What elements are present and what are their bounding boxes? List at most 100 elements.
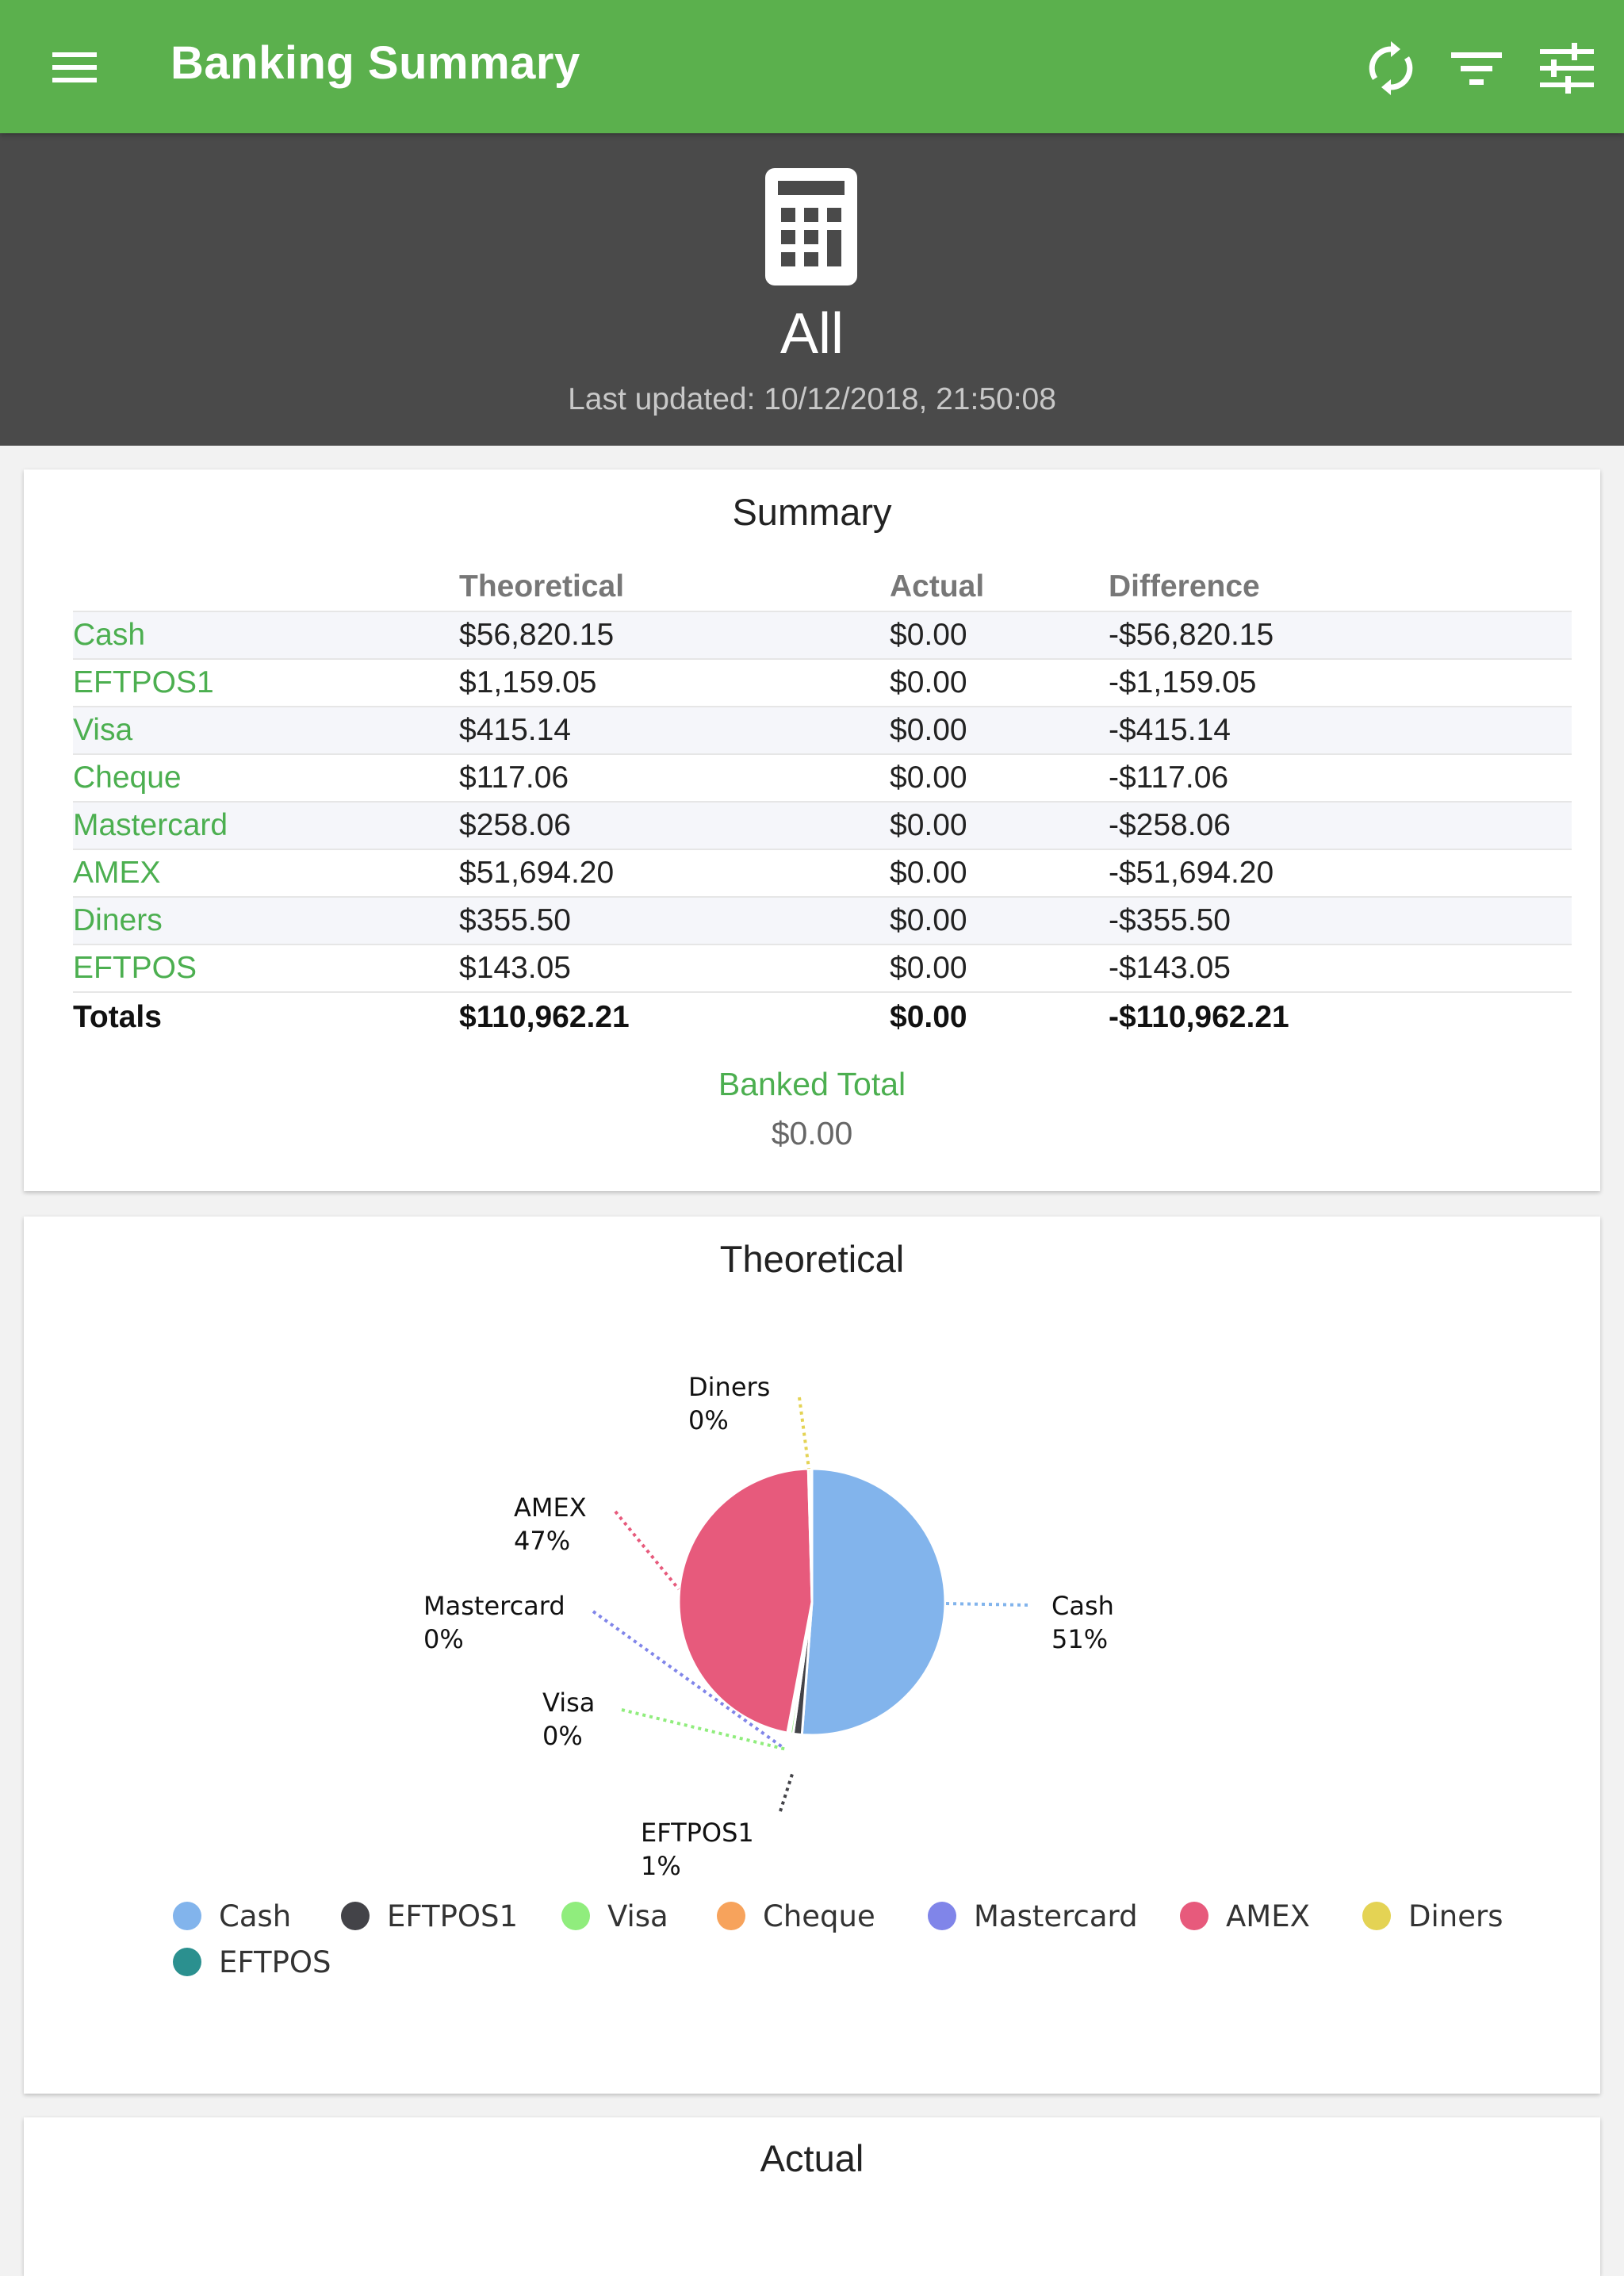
data-label-connector [779,1771,795,1812]
data-label-percent: 1% [641,1851,681,1881]
actual-value: $0.00 [890,659,1109,707]
legend-label: EFTPOS1 [387,1899,518,1933]
row-label: Cheque [73,754,459,803]
data-label-percent: 0% [423,1624,464,1654]
tune-icon [1540,43,1594,94]
legend-marker [173,1902,201,1930]
difference-value: -$51,694.20 [1109,849,1572,898]
table-row: Visa $415.14 $0.00 -$415.14 [73,707,1572,755]
table-row: AMEX $51,694.20 $0.00 -$51,694.20 [73,849,1572,898]
column-header-difference: Difference [1109,563,1572,612]
difference-value: -$56,820.15 [1109,611,1572,660]
legend-label: Mastercard [974,1899,1138,1933]
pie-slice-cash[interactable] [800,1467,947,1737]
filter-button[interactable] [1443,35,1510,102]
tune-button[interactable] [1534,35,1600,102]
difference-value: -$258.06 [1109,802,1572,850]
column-header-actual: Actual [890,563,1109,612]
location-name: All [779,302,844,366]
filter-icon [1451,52,1502,85]
data-label-percent: 47% [514,1526,570,1556]
actual-value: $0.00 [890,897,1109,945]
row-label: EFTPOS [73,945,459,993]
actual-value: $0.00 [890,754,1109,803]
calculator-icon [765,168,857,285]
legend-marker [1362,1902,1391,1930]
row-label: Mastercard [73,802,459,850]
legend-item-amex[interactable]: AMEX [1180,1899,1310,1933]
totals-theoretical: $110,962.21 [459,1000,630,1034]
menu-button[interactable] [41,35,111,98]
difference-value: -$355.50 [1109,897,1572,945]
legend-label: Cash [219,1899,291,1933]
summary-title: Summary [732,491,892,533]
actual-chart-card: Actual [24,2117,1600,2276]
theoretical-value: $51,694.20 [459,849,890,898]
legend-marker [341,1902,370,1930]
difference-value: -$415.14 [1109,707,1572,755]
actual-value: $0.00 [890,707,1109,755]
legend-item-eftpos1[interactable]: EFTPOS1 [341,1899,518,1933]
banked-total-value: $0.00 [771,1115,853,1151]
data-label-name: Diners [688,1372,770,1402]
data-label-name: Visa [542,1688,595,1718]
theoretical-value: $1,159.05 [459,659,890,707]
data-label-percent: 0% [542,1721,583,1751]
sync-button[interactable] [1358,35,1424,102]
location-header: All Last updated: 10/12/2018, 21:50:08 [0,133,1624,446]
theoretical-chart-card: Theoretical Cash 51% EFTPOS1 1% Visa 0% Master… [24,1217,1600,2094]
theoretical-value: $117.06 [459,754,890,803]
legend-marker [1180,1902,1208,1930]
actual-value: $0.00 [890,945,1109,993]
legend-item-mastercard[interactable]: Mastercard [928,1899,1138,1933]
data-label-name: Cash [1051,1591,1114,1621]
legend-marker [928,1902,956,1930]
pie-slice-amex[interactable] [677,1467,814,1734]
column-header-theoretical: Theoretical [459,563,890,612]
column-header [73,563,459,612]
theoretical-value: $143.05 [459,945,890,993]
sync-icon [1369,41,1413,95]
data-label-name: Mastercard [423,1591,565,1621]
data-label-name: EFTPOS1 [641,1818,754,1848]
legend-label: Diners [1408,1899,1503,1933]
data-label-name: AMEX [514,1492,587,1523]
legend-item-visa[interactable]: Visa [561,1899,668,1933]
actual-value: $0.00 [890,611,1109,660]
page-title: Banking Summary [170,37,580,89]
actual-title: Actual [760,2137,864,2179]
last-updated-text: Last updated: 10/12/2018, 21:50:08 [568,382,1056,416]
table-row: EFTPOS $143.05 $0.00 -$143.05 [73,945,1572,993]
legend-item-cash[interactable]: Cash [173,1899,291,1933]
theoretical-value: $258.06 [459,802,890,850]
legend-label: EFTPOS [219,1945,331,1979]
row-label: Visa [73,707,459,755]
menu-icon [52,52,97,82]
pie-slice-eftpos[interactable] [810,1467,814,1603]
legend-marker [561,1902,590,1930]
table-row: EFTPOS1 $1,159.05 $0.00 -$1,159.05 [73,659,1572,707]
theoretical-value: $415.14 [459,707,890,755]
table-row: Diners $355.50 $0.00 -$355.50 [73,897,1572,945]
table-row: Mastercard $258.06 $0.00 -$258.06 [73,802,1572,850]
totals-actual: $0.00 [890,1000,967,1034]
data-label-connector [944,1602,1028,1607]
legend-item-eftpos[interactable]: EFTPOS [173,1945,331,1979]
data-label-connector [614,1510,680,1591]
table-row: Cheque $117.06 $0.00 -$117.06 [73,754,1572,803]
totals-row: Totals $110,962.21 $0.00 -$110,962.21 [73,992,1572,1042]
summary-header-row: Theoretical Actual Difference [73,563,1572,612]
legend-item-diners[interactable]: Diners [1362,1899,1503,1933]
theoretical-title: Theoretical [719,1238,905,1280]
row-label: Diners [73,897,459,945]
actual-value: $0.00 [890,802,1109,850]
totals-label: Totals [73,1000,162,1034]
data-label-percent: 51% [1051,1624,1108,1654]
data-label-connector [798,1397,810,1469]
summary-table: Theoretical Actual Difference Cash $56,8… [73,563,1572,1042]
summary-card: Summary Theoretical Actual Difference Ca… [24,469,1600,1191]
legend-item-cheque[interactable]: Cheque [717,1899,875,1933]
data-label-percent: 0% [688,1405,729,1435]
table-row: Cash $56,820.15 $0.00 -$56,820.15 [73,611,1572,660]
row-label: AMEX [73,849,459,898]
